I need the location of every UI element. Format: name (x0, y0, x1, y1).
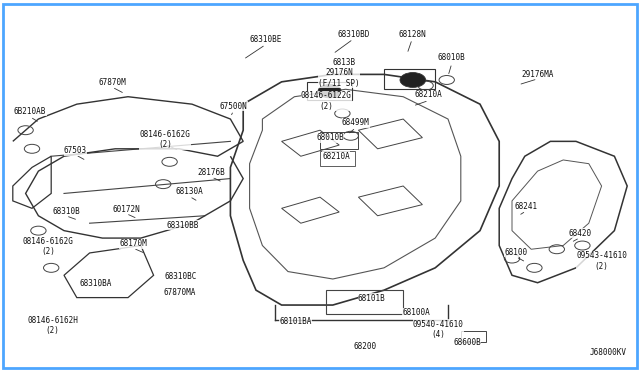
Text: 68600B: 68600B (453, 339, 481, 347)
Bar (307, 82, 352, 100)
Text: 68128N: 68128N (398, 30, 426, 39)
Text: 6813B: 6813B (332, 58, 355, 67)
Text: 68010B: 68010B (438, 53, 466, 62)
Circle shape (318, 84, 341, 98)
Text: 67500N: 67500N (220, 102, 248, 110)
Text: 68010B: 68010B (316, 133, 344, 142)
Text: 08146-6162G
(2): 08146-6162G (2) (140, 130, 191, 149)
Text: 68200: 68200 (353, 342, 376, 351)
Bar (320, 132, 358, 149)
Text: 68100A: 68100A (403, 308, 431, 317)
Text: 08146-6162G
(2): 08146-6162G (2) (22, 237, 74, 256)
Text: 67503: 67503 (64, 146, 87, 155)
Text: 68210A: 68210A (415, 90, 443, 99)
Text: 68310BD: 68310BD (337, 30, 369, 39)
Text: 6B210AB: 6B210AB (14, 107, 46, 116)
Text: 68420: 68420 (568, 229, 591, 238)
Text: 68310B: 68310B (52, 207, 80, 216)
Text: 08146-6162H
(2): 08146-6162H (2) (27, 316, 78, 335)
Text: 68310BA: 68310BA (80, 279, 112, 288)
Bar (326, 290, 403, 314)
Text: 68241: 68241 (515, 202, 538, 211)
Text: J68000KV: J68000KV (589, 348, 627, 357)
Text: 67870MA: 67870MA (163, 288, 195, 296)
Text: 68310BE: 68310BE (250, 35, 282, 44)
Text: 68101B: 68101B (358, 294, 386, 303)
Text: 29176N
(F/11 SP): 29176N (F/11 SP) (318, 68, 360, 88)
Text: 09540-41610
(4): 09540-41610 (4) (413, 320, 464, 339)
Bar (461, 331, 486, 342)
Text: 28176B: 28176B (197, 169, 225, 177)
Text: 08146-6122G
(2): 08146-6122G (2) (301, 92, 352, 111)
Text: 68210A: 68210A (322, 152, 350, 161)
Text: 60172N: 60172N (112, 205, 140, 214)
Bar (320, 151, 355, 166)
Text: 68499M: 68499M (342, 118, 370, 127)
Text: 68100: 68100 (504, 248, 527, 257)
Text: 68101BA: 68101BA (280, 317, 312, 326)
Text: 68170M: 68170M (119, 239, 147, 248)
Circle shape (400, 73, 426, 87)
Text: 68310BC: 68310BC (164, 272, 196, 280)
Text: 68130A: 68130A (175, 187, 204, 196)
Text: 68310BB: 68310BB (166, 221, 198, 230)
Bar (384, 69, 435, 89)
Text: 09543-41610
(2): 09543-41610 (2) (576, 251, 627, 271)
Text: 67870M: 67870M (98, 78, 126, 87)
Text: 29176MA: 29176MA (522, 70, 554, 79)
